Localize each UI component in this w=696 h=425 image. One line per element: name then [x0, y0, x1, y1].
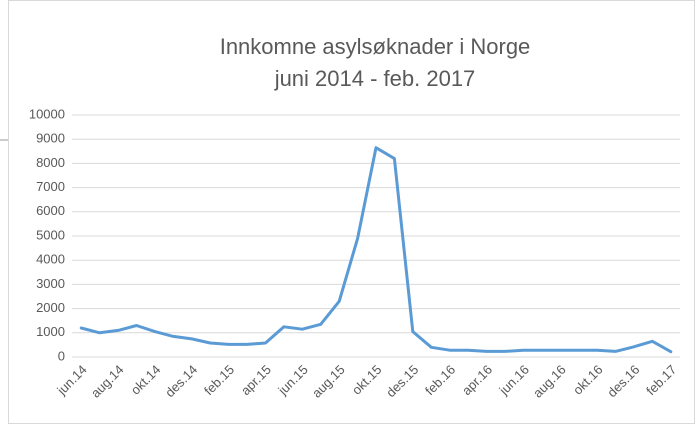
y-tick-label: 5000 [36, 227, 65, 242]
x-tick-label: jun.16 [496, 362, 532, 398]
x-tick-label: feb.16 [422, 362, 458, 398]
y-tick-label: 4000 [36, 252, 65, 267]
x-tick-label: okt.14 [128, 362, 164, 398]
y-tick-label: 7000 [36, 179, 65, 194]
x-tick-label: des.16 [604, 362, 642, 400]
y-tick-label: 0 [58, 348, 65, 363]
chart-title: Innkomne asylsøknader i Norge [220, 34, 531, 59]
y-tick-label: 10000 [29, 106, 65, 121]
x-tick-label: feb.17 [643, 362, 679, 398]
x-tick-label: aug.14 [88, 362, 127, 401]
y-tick-label: 1000 [36, 324, 65, 339]
x-tick-label: okt.15 [349, 362, 385, 398]
chart-subtitle: juni 2014 - feb. 2017 [274, 66, 476, 91]
y-tick-label: 2000 [36, 300, 65, 315]
x-tick-label: aug.16 [530, 362, 569, 401]
y-tick-label: 3000 [36, 276, 65, 291]
x-tick-label: jun.15 [274, 362, 310, 398]
y-tick-label: 9000 [36, 131, 65, 146]
x-tick-label: des.15 [383, 362, 421, 400]
x-tick-label: apr.16 [459, 362, 495, 398]
y-tick-label: 6000 [36, 203, 65, 218]
x-tick-label: des.14 [162, 362, 200, 400]
y-tick-label: 8000 [36, 155, 65, 170]
chart-frame [8, 0, 695, 424]
x-tick-label: aug.15 [309, 362, 348, 401]
x-tick-label: feb.15 [201, 362, 237, 398]
x-tick-label: apr.15 [238, 362, 274, 398]
x-tick-label: okt.16 [570, 362, 606, 398]
data-line [79, 146, 673, 354]
x-tick-label: jun.14 [53, 362, 89, 398]
